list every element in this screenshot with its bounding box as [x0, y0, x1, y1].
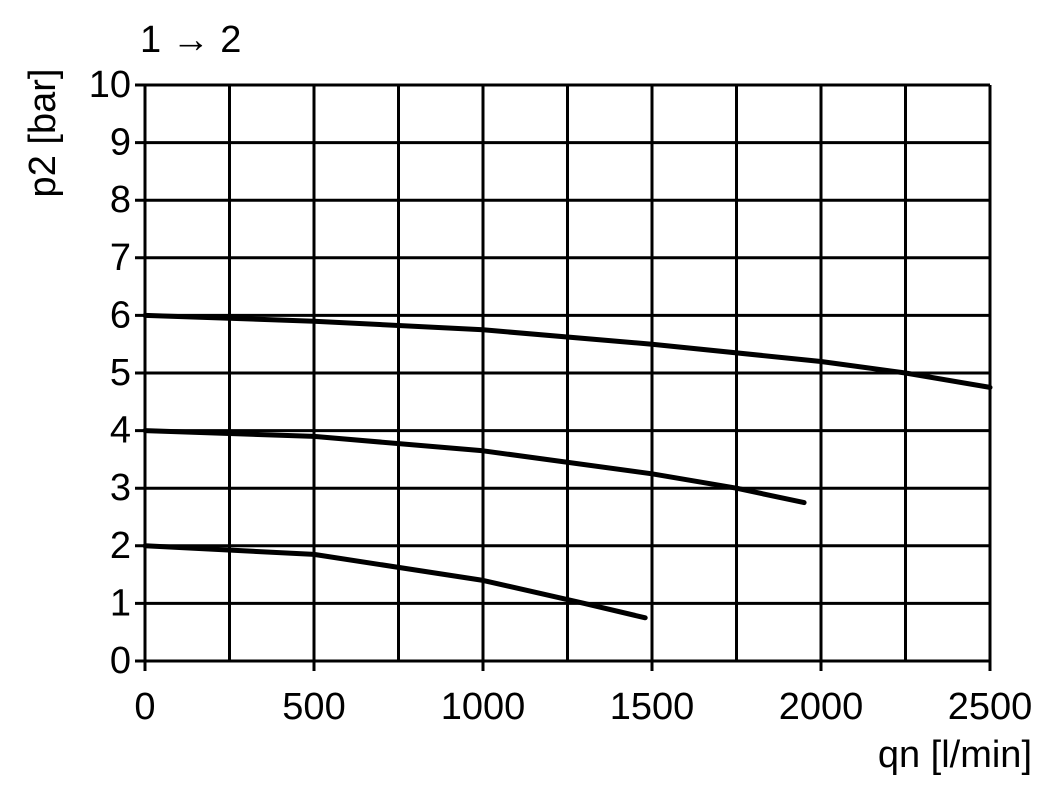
x-tick-label: 500: [282, 686, 345, 728]
y-tick-label: 4: [110, 410, 131, 452]
x-tick-label: 1500: [610, 686, 695, 728]
x-tick-label: 2000: [779, 686, 864, 728]
y-tick-label: 2: [110, 525, 131, 567]
chart-title: 1 → 2: [140, 19, 241, 61]
y-tick-label: 5: [110, 352, 131, 394]
line: [142, 543, 648, 621]
y-tick-label: 9: [110, 122, 131, 164]
y-tick-label: 8: [110, 179, 131, 221]
x-tick-label: 2500: [948, 686, 1033, 728]
x-axis-label: qn [l/min]: [878, 734, 1032, 776]
y-tick-label: 7: [110, 237, 131, 279]
x-tick-label: 0: [134, 686, 155, 728]
line: [142, 312, 993, 390]
y-tick-label: 10: [89, 64, 131, 106]
y-tick-label: 6: [110, 294, 131, 336]
y-tick-label: 3: [110, 467, 131, 509]
y-tick-label: 1: [110, 582, 131, 624]
line: [142, 428, 807, 506]
y-axis-label: p2 [bar]: [22, 69, 64, 198]
x-tick-label: 1000: [441, 686, 526, 728]
y-tick-label: 0: [110, 640, 131, 682]
